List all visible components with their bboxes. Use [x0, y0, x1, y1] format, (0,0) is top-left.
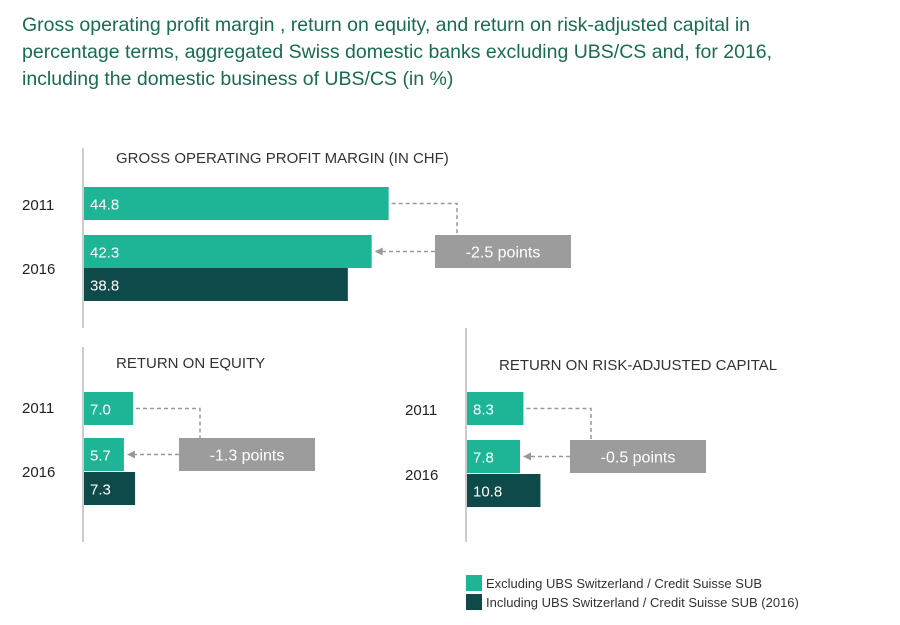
panel1-bar-label-2016-excluding: 42.3 — [90, 245, 119, 262]
panel3-year-2011: 2011 — [405, 402, 437, 419]
title-line-2: percentage terms, aggregated Swiss domes… — [22, 41, 773, 63]
panel3-year-2016: 2016 — [405, 467, 438, 484]
panel3-bar-2016-excluding — [467, 440, 521, 473]
panel3-bar-2011-excluding — [467, 392, 524, 425]
panel2-connector-top — [136, 407, 201, 438]
panel1-bar-label-2016-including: 38.8 — [90, 278, 119, 295]
chart-title: Gross operating profit margin , return o… — [22, 12, 882, 93]
legend-item-including: Including UBS Switzerland / Credit Suiss… — [466, 594, 799, 610]
panel3-connector-top — [526, 407, 592, 440]
title-line-3: including the domestic business of UBS/C… — [22, 68, 454, 90]
panel2-change-box — [179, 438, 315, 471]
legend-label-including: Including UBS Switzerland / Credit Suiss… — [486, 594, 799, 610]
panel1-year-2011: 2011 — [22, 197, 54, 214]
panel1-connector-top — [391, 202, 458, 235]
panel3-bar-label-2016-including: 10.8 — [473, 484, 502, 501]
panel1-bar-2016-excluding — [84, 235, 372, 268]
legend-swatch-including — [466, 594, 482, 610]
panel2-bar-label-2016-including: 7.3 — [90, 482, 111, 499]
panel3-change-label: -0.5 points — [601, 450, 676, 467]
panel3-title: RETURN ON RISK-ADJUSTED CAPITAL — [499, 357, 777, 374]
panel1-year-2016: 2016 — [22, 261, 55, 278]
panel2-bar-2011-excluding — [84, 392, 133, 425]
panel2-bar-2016-including — [84, 472, 136, 505]
panel2-year-2016: 2016 — [22, 464, 55, 481]
panel3-bar-2016-including — [467, 474, 541, 507]
panel3-bar-label-2016-excluding: 7.8 — [473, 450, 494, 467]
panel2-bar-2016-excluding — [84, 438, 124, 471]
panel2-year-2011: 2011 — [22, 400, 54, 417]
legend-label-excluding: Excluding UBS Switzerland / Credit Suiss… — [486, 575, 763, 591]
title-line-1: Gross operating profit margin , return o… — [22, 14, 751, 36]
panel2-title: RETURN ON EQUITY — [116, 355, 265, 372]
panel3-change-box — [570, 440, 706, 473]
panel1-title: GROSS OPERATING PROFIT MARGIN (IN CHF) — [116, 150, 449, 167]
panel2-arrowhead — [126, 450, 135, 459]
panel3-bar-label-2011-excluding: 8.3 — [473, 402, 494, 419]
panel2-change-label: -1.3 points — [210, 448, 285, 465]
panel1-change-label: -2.5 points — [466, 245, 541, 262]
legend-item-excluding: Excluding UBS Switzerland / Credit Suiss… — [466, 575, 762, 591]
panel1-bar-2016-including — [84, 268, 348, 301]
panel2-bar-label-2011-excluding: 7.0 — [90, 402, 111, 419]
panel1-change-box — [435, 235, 571, 268]
panel1-bar-label-2011-excluding: 44.8 — [90, 197, 119, 214]
panel3-arrowhead — [523, 452, 532, 461]
panel1-arrowhead — [374, 247, 383, 256]
panel2-bar-label-2016-excluding: 5.7 — [90, 448, 111, 465]
panel1-bar-2011-excluding — [84, 187, 389, 220]
legend-swatch-excluding — [466, 575, 482, 591]
